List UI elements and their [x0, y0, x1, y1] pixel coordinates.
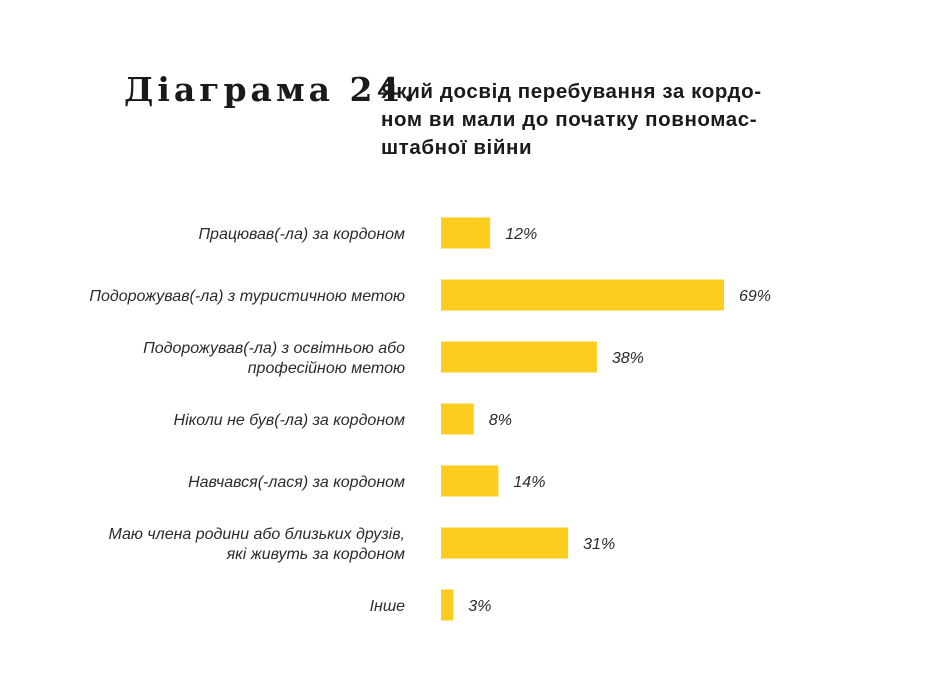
- category-label-2: Подорожував(-ла) з туристичною метою: [89, 288, 405, 305]
- category-label-6: Маю члена родини або близьких друзів, які…: [109, 526, 406, 563]
- value-label-2: 69%: [739, 288, 771, 305]
- value-label-6: 31%: [583, 536, 615, 553]
- category-label-4: Ніколи не був(-ла) за кордоном: [174, 412, 405, 429]
- value-label-5: 14%: [513, 474, 545, 491]
- value-label-4: 8%: [489, 412, 512, 429]
- bar-1: [441, 217, 491, 249]
- category-label-3: Подорожував(-ла) з освітньою або професій…: [143, 340, 405, 377]
- chart-title-line-1: Який досвід перебування за кордо-: [381, 80, 762, 103]
- category-label-1-line-1: Працював(-ла) за кордоном: [198, 226, 405, 243]
- category-label-6-line-2: які живуть за кордоном: [226, 546, 405, 563]
- value-label-1: 12%: [505, 226, 537, 243]
- category-label-1: Працював(-ла) за кордоном: [198, 226, 405, 243]
- category-label-3-line-1: Подорожував(-ла) з освітньою або: [143, 340, 405, 357]
- chart-number: Діаграма 24.: [124, 70, 419, 109]
- bar-3: [441, 341, 597, 373]
- chart-title-line-3: штабної війни: [381, 136, 533, 159]
- category-label-2-line-1: Подорожував(-ла) з туристичною метою: [89, 288, 405, 305]
- category-label-4-line-1: Ніколи не був(-ла) за кордоном: [174, 412, 405, 429]
- category-label-7-line-1: Інше: [370, 598, 406, 615]
- value-label-7: 3%: [468, 598, 491, 615]
- bar-4: [441, 403, 474, 435]
- category-label-6-line-1: Маю члена родини або близьких друзів,: [109, 526, 405, 543]
- bar-6: [441, 527, 569, 559]
- category-label-3-line-2: професійною метою: [248, 360, 405, 377]
- chart-title-line-2: ном ви мали до початку повномас-: [381, 108, 758, 131]
- bar-7: [441, 589, 454, 621]
- bar-2: [441, 279, 724, 311]
- bar-5: [441, 465, 499, 497]
- category-label-7: Інше: [370, 598, 406, 615]
- chart-title: Який досвід перебування за кордо- ном ви…: [381, 78, 811, 162]
- category-label-5-line-1: Навчався(-лася) за кордоном: [188, 474, 405, 491]
- category-label-5: Навчався(-лася) за кордоном: [188, 474, 405, 491]
- value-label-3: 38%: [612, 350, 644, 367]
